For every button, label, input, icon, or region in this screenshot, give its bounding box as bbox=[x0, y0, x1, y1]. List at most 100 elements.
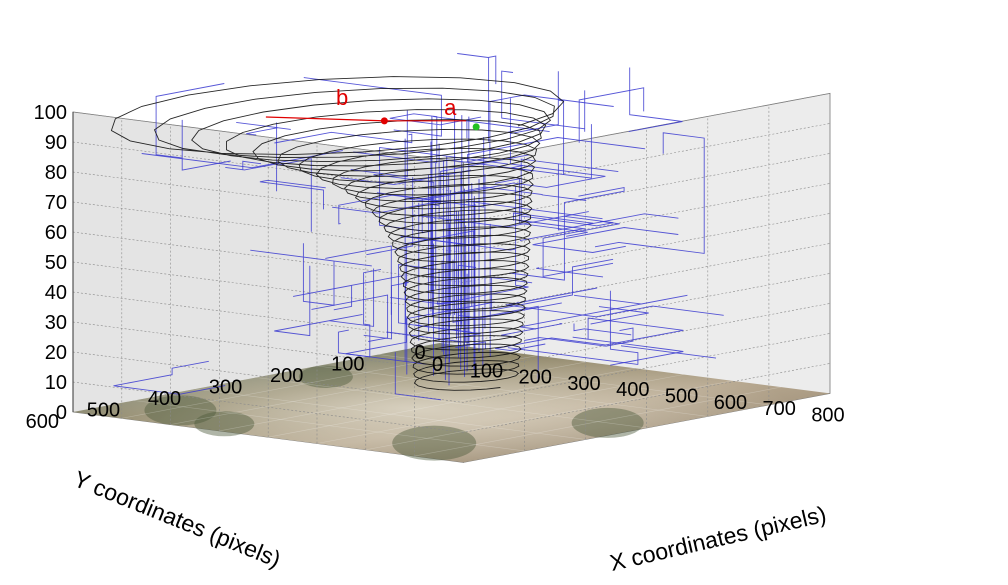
trajectory-line bbox=[250, 243, 372, 306]
floor-highlight bbox=[73, 343, 830, 463]
trajectory-line bbox=[413, 211, 614, 228]
trajectory-line bbox=[573, 323, 632, 336]
trajectory-line bbox=[507, 290, 639, 365]
y-tick-label: 400 bbox=[148, 388, 181, 410]
trajectory-line bbox=[225, 160, 280, 171]
trajectory-line bbox=[578, 87, 645, 143]
grid-line-z bbox=[72, 273, 831, 343]
trajectory-line bbox=[259, 179, 326, 210]
trajectory-line bbox=[141, 150, 343, 169]
floor-grid-x bbox=[121, 349, 489, 419]
x-tick-label: 0 bbox=[432, 354, 443, 376]
x-axis-label: X coordinates (pixels) bbox=[607, 501, 828, 576]
z-tick-label: 100 bbox=[34, 102, 67, 124]
marker-a-point bbox=[472, 123, 480, 131]
x-tick-label: 100 bbox=[470, 360, 503, 382]
y-tick-label: 0 bbox=[414, 342, 425, 364]
y-tick-label: 600 bbox=[26, 411, 59, 433]
marker-b-point bbox=[380, 117, 388, 125]
trajectory-line bbox=[572, 318, 684, 366]
trajectory-line bbox=[457, 53, 497, 142]
floor-grid-y bbox=[134, 400, 525, 452]
trajectory-line bbox=[394, 352, 442, 401]
annotation-b: b bbox=[336, 85, 348, 110]
trajectory-line bbox=[337, 268, 382, 358]
floor-foliage bbox=[194, 411, 255, 437]
z-tick-label: 30 bbox=[45, 312, 67, 334]
floor-grid-y bbox=[195, 388, 586, 440]
x-tick-label: 700 bbox=[763, 398, 796, 420]
trajectory-line bbox=[113, 360, 226, 395]
trajectory-line bbox=[511, 124, 592, 179]
trajectory-line bbox=[509, 187, 625, 281]
trajectory-line bbox=[293, 275, 404, 311]
grid-line-z bbox=[72, 213, 831, 283]
floor-image bbox=[73, 343, 830, 463]
x-tick-label: 500 bbox=[665, 386, 698, 408]
z-tick-label: 0 bbox=[56, 402, 67, 424]
y-axis-label: Y coordinates (pixels) bbox=[70, 466, 284, 573]
trajectory-line bbox=[353, 113, 482, 164]
trajectory-line bbox=[276, 122, 312, 232]
trajectory-line bbox=[421, 186, 587, 231]
trajectory-line bbox=[491, 258, 614, 311]
annotation-a: a bbox=[444, 95, 457, 120]
floor-grid-y bbox=[256, 377, 647, 429]
z-tick-label: 50 bbox=[45, 252, 67, 274]
y-tick-label: 300 bbox=[209, 377, 242, 399]
trajectory-line bbox=[621, 345, 717, 359]
trajectory-line bbox=[628, 67, 683, 133]
grid-line-z bbox=[72, 183, 831, 253]
z-tick-label: 10 bbox=[45, 372, 67, 394]
z-tick-label: 80 bbox=[45, 162, 67, 184]
trajectory-line bbox=[495, 317, 684, 351]
trajectory-line bbox=[340, 169, 472, 186]
trajectory-line bbox=[274, 265, 375, 337]
z-tick-label: 90 bbox=[45, 132, 67, 154]
grid-line-z bbox=[72, 93, 831, 163]
floor-foliage bbox=[298, 365, 353, 389]
x-tick-label: 300 bbox=[567, 373, 600, 395]
trajectory-line bbox=[366, 177, 414, 256]
annotations: ab bbox=[265, 85, 480, 131]
trajectory-line bbox=[455, 341, 486, 349]
trajectory-line bbox=[155, 83, 231, 171]
trajectory-line bbox=[303, 77, 442, 137]
y-tick-label: 200 bbox=[270, 365, 303, 387]
trajectory-line bbox=[452, 259, 539, 380]
grid-line-z bbox=[72, 333, 831, 403]
trajectory-line bbox=[311, 294, 389, 342]
y-tick-label: 500 bbox=[87, 400, 120, 422]
trajectory-line bbox=[520, 158, 679, 231]
floor-grid-x bbox=[316, 374, 684, 444]
trajectory-line bbox=[510, 71, 565, 175]
grid-line-z bbox=[72, 363, 831, 433]
z-tick-label: 70 bbox=[45, 192, 67, 214]
trajectory-line bbox=[325, 245, 392, 315]
floor-foliage bbox=[392, 425, 477, 461]
helix-path bbox=[110, 76, 565, 391]
trajectory-line bbox=[513, 212, 594, 225]
grid-line-z bbox=[72, 243, 831, 313]
grid-line-z bbox=[72, 303, 831, 373]
trajectory-line bbox=[532, 227, 679, 253]
floor-grid-y bbox=[378, 354, 769, 406]
y-tick-label: 100 bbox=[331, 354, 364, 376]
floor-grid-x bbox=[365, 380, 733, 451]
trajectory-line bbox=[338, 137, 485, 225]
trajectory-line bbox=[433, 116, 550, 139]
trajectory-line bbox=[501, 70, 586, 132]
trajectory-line bbox=[274, 131, 413, 144]
x-tick-label: 200 bbox=[519, 367, 552, 389]
z-tick-label: 20 bbox=[45, 342, 67, 364]
floor-foliage bbox=[144, 395, 217, 426]
x-tick-label: 600 bbox=[714, 392, 747, 414]
floor-foliage bbox=[571, 407, 644, 438]
floor-grid-x bbox=[268, 367, 635, 438]
trajectory-line bbox=[594, 132, 705, 254]
floor-grid-y bbox=[317, 365, 708, 417]
floor-grid-x bbox=[219, 361, 587, 432]
trajectory-line bbox=[536, 267, 604, 278]
x-tick-label: 800 bbox=[811, 404, 844, 426]
